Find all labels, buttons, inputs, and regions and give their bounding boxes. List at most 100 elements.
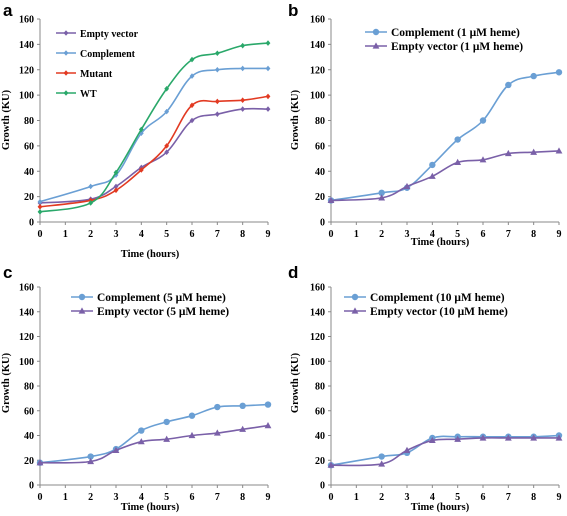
legend-label: Mutant [80,69,113,80]
data-point [113,169,119,176]
data-point [264,401,272,408]
data-point [36,459,44,466]
data-point [138,427,145,434]
data-point [264,422,272,429]
data-point [239,425,247,432]
y-tick-label: 140 [19,40,34,51]
data-point [240,97,246,103]
data-point [213,429,221,436]
data-point [214,98,220,105]
panel-letter: a [3,1,13,20]
x-axis-label: Time (hours) [121,502,180,513]
data-point [555,69,563,76]
x-tick-label: 8 [531,492,536,503]
legend-label: Empty vector [80,29,139,40]
y-tick-label: 20 [315,192,325,203]
data-point [37,209,43,215]
data-point [188,431,196,439]
y-tick-label: 100 [310,91,325,102]
legend-label: Empty vector (10 μM heme) [370,306,508,318]
data-point [37,203,43,210]
legend-label: Complement (5 μM heme) [97,292,226,304]
x-axis-label: Time (hours) [121,249,180,260]
y-tick-label: 0 [29,481,34,492]
x-axis-label: Time (hours) [411,502,470,513]
y-tick-label: 100 [19,357,34,368]
data-point [112,446,120,453]
x-tick-label: 0 [38,492,43,503]
data-point [555,147,563,154]
legend-label: Empty vector (5 μM heme) [97,306,229,318]
legend-marker [78,307,86,314]
data-point [530,148,538,155]
data-point [479,156,487,163]
x-tick-label: 1 [354,492,359,503]
data-point [429,161,436,169]
y-tick-label: 160 [19,15,34,26]
y-axis-label: Growth (KU) [290,352,301,413]
x-tick-label: 7 [506,492,511,503]
panel-letter: d [288,263,298,282]
data-point [214,111,220,117]
x-tick-label: 6 [481,492,486,503]
data-point [530,72,537,80]
x-tick-label: 6 [190,492,195,503]
legend-marker [63,90,69,96]
x-tick-label: 1 [354,229,359,240]
chart-panel-d: d 0 20 40 60 80 100 120 140 160 0 1 2 3 4 5 6 7 8 9 Time (ho… [288,263,563,513]
data-point [240,42,246,49]
data-point [378,189,385,197]
data-point [37,198,43,205]
x-tick-label: 2 [88,229,93,240]
panel-letter: c [3,263,12,282]
y-tick-label: 160 [310,15,325,26]
x-tick-label: 3 [405,492,410,503]
panel-letter: b [288,1,298,20]
data-point [327,461,335,468]
legend-marker [351,293,359,301]
data-point [454,435,462,442]
y-tick-label: 100 [19,91,34,102]
x-axis-label: Time (hours) [411,237,470,248]
data-point [240,65,246,72]
data-point [164,108,170,115]
data-point [137,438,145,445]
series-line [39,67,269,203]
chart-panel-c: c 0 20 40 60 80 100 120 140 160 0 1 2 3 4 5 6 7 8 9 Time (ho… [1,263,272,513]
y-tick-label: 120 [310,332,325,343]
y-axis-label: Growth (KU) [290,89,301,150]
y-tick-label: 120 [310,65,325,76]
data-point [113,187,119,194]
x-tick-label: 7 [215,492,220,503]
x-tick-label: 5 [164,492,169,503]
y-axis-label: Growth (KU) [1,352,12,413]
y-tick-label: 0 [320,481,325,492]
y-tick-label: 140 [310,307,325,318]
x-tick-label: 1 [63,229,68,240]
x-tick-label: 3 [114,229,119,240]
legend-marker [351,307,359,314]
legend-label: Complement (10 μM heme) [370,292,505,304]
data-point [239,402,246,409]
data-point [555,434,563,441]
data-point [378,453,385,460]
y-tick-label: 120 [19,332,34,343]
legend-marker [372,42,380,49]
y-axis-label: Growth (KU) [1,89,12,150]
series-line [39,95,269,208]
x-tick-label: 2 [88,492,93,503]
x-tick-label: 0 [38,229,43,240]
x-tick-label: 0 [329,229,334,240]
x-tick-label: 3 [114,492,119,503]
data-point [403,182,411,190]
series-line [39,403,269,464]
data-point [88,200,94,206]
y-tick-label: 40 [24,167,34,178]
legend-marker [63,50,69,56]
x-tick-label: 5 [455,229,460,240]
data-point [378,194,386,201]
data-point [113,183,119,190]
x-tick-label: 9 [266,492,271,503]
data-point [327,196,335,204]
